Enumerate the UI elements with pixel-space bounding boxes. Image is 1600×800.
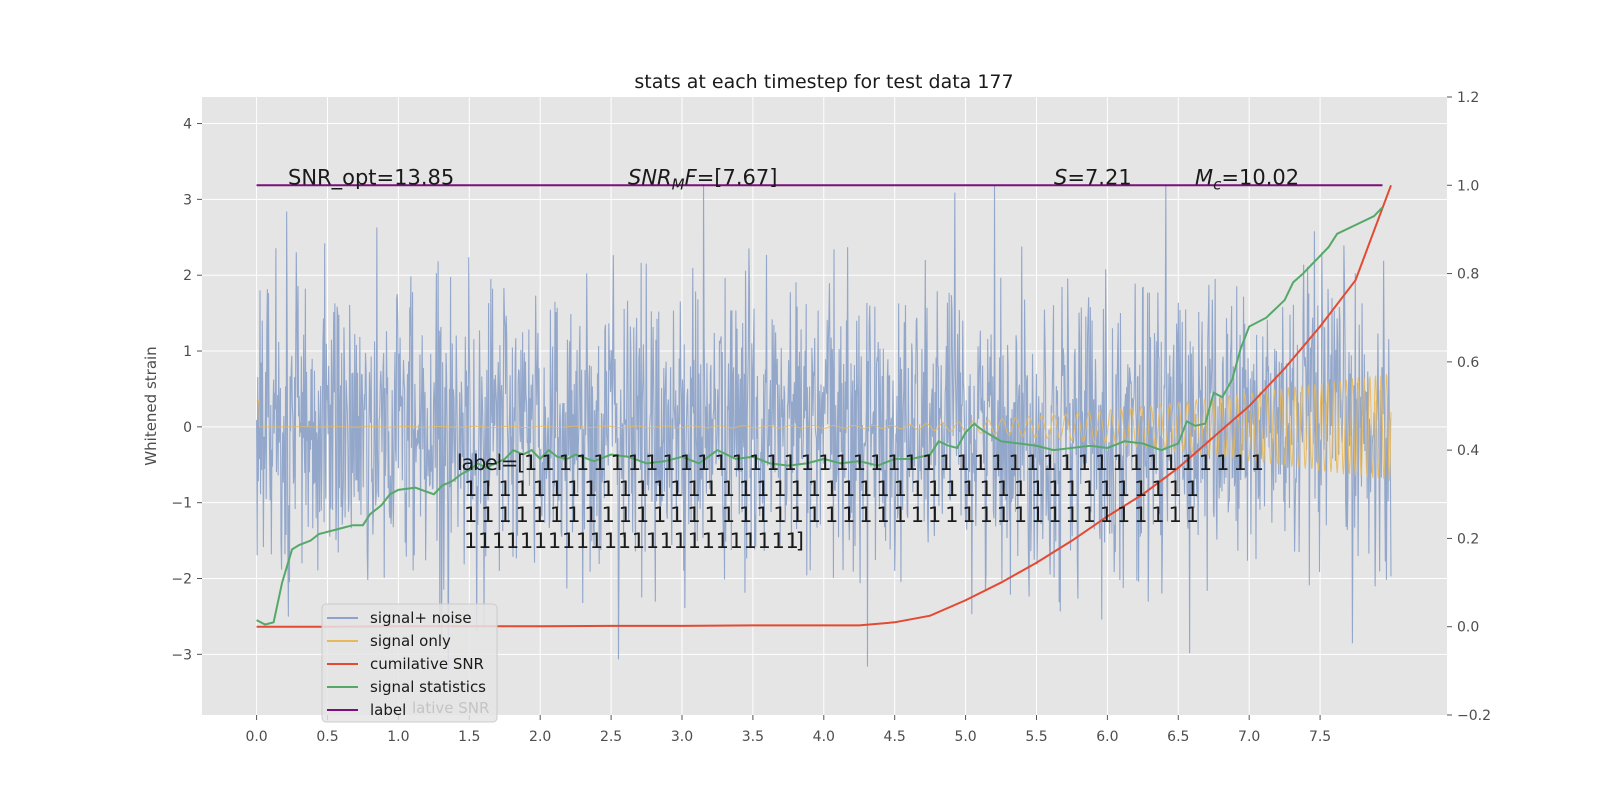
x-tick-label: 2.5 (600, 729, 622, 745)
annotation-label-line: 1 1 1 1 1 1 1 1 1 1 1 1 1 1 1 1 1 1 1 1 … (464, 529, 804, 553)
legend-label: signal+ noise (370, 609, 472, 627)
y2-tick-label: 0.2 (1457, 531, 1479, 547)
legend-label: cumilative SNR (370, 655, 484, 673)
annotation-label-line: 1 1 1 1 1 1 1 1 1 1 1 1 1 1 1 1 1 1 1 1 … (464, 503, 1199, 527)
legend: lative SNR signal+ noise signal only cumila… (321, 603, 498, 723)
y2-tick-label: 1.0 (1457, 178, 1479, 194)
y2-tick-label: 0.4 (1457, 443, 1479, 459)
y2-tick-label: 1.2 (1457, 90, 1479, 106)
legend-ghost-text: lative SNR (412, 699, 489, 717)
x-tick-label: 0.0 (245, 729, 267, 745)
legend-label: signal only (370, 632, 451, 650)
y-axis-label: Whitened strain (142, 346, 160, 465)
x-tick-label: 1.5 (458, 729, 480, 745)
y-tick-label: 4 (183, 117, 192, 133)
annotation-s: S=7.21 (1054, 165, 1132, 189)
annotation-snr-mf: SNRMF=[7.67] (628, 165, 777, 193)
series-line-signal-only (256, 374, 1392, 481)
y-tick-label: 3 (183, 192, 192, 208)
x-tick-label: 1.0 (387, 729, 409, 745)
x-tick-label: 6.0 (1096, 729, 1118, 745)
x-tick-label: 5.5 (1025, 729, 1047, 745)
x-tick-label: 3.0 (671, 729, 693, 745)
y-tick-label: 0 (183, 420, 192, 436)
annotations: SNR_opt=13.85 SNRMF=[7.67] S=7.21 Mc=10.02 l… (288, 165, 1299, 553)
x-tick-label: 7.0 (1238, 729, 1260, 745)
y-tick-label: −3 (171, 647, 192, 663)
y2-tick-label: 0.8 (1457, 267, 1479, 283)
chart-title: stats at each timestep for test data 177 (634, 71, 1013, 93)
x-tick-label: 5.0 (954, 729, 976, 745)
legend-box (321, 603, 498, 723)
x-tick-label: 2.0 (529, 729, 551, 745)
y2-tick-label: 0.0 (1457, 620, 1479, 636)
axes: 0.0 0.5 1.0 1.5 2.0 2.5 3.0 3.5 4.0 4.5 5.0 5.5 6.0 6… (171, 90, 1491, 745)
legend-label: label (370, 701, 406, 719)
series-line-cumulative-snr (256, 184, 1392, 628)
series-layer (256, 184, 1392, 670)
x-tick-label: 4.0 (813, 729, 835, 745)
legend-label: signal statistics (370, 678, 486, 696)
y-tick-label: 2 (183, 268, 192, 284)
x-tick-label: 4.5 (884, 729, 906, 745)
y2-tick-label: −0.2 (1457, 708, 1491, 724)
annotation-label-line: label=[1 1 1 1 1 1 1 1 1 1 1 1 1 1 1 1 1… (457, 451, 1264, 475)
y-tick-label: 1 (183, 344, 192, 360)
annotation-snr-opt: SNR_opt=13.85 (288, 165, 454, 190)
series-line-signal-statistics (256, 206, 1384, 626)
x-tick-label: 0.5 (316, 729, 338, 745)
series-line-signal-noise (256, 184, 1392, 670)
y2-tick-label: 0.6 (1457, 355, 1479, 371)
x-tick-label: 3.5 (742, 729, 764, 745)
y-tick-label: −2 (171, 572, 192, 588)
y-tick-label: −1 (171, 496, 192, 512)
annotation-label-line: 1 1 1 1 1 1 1 1 1 1 1 1 1 1 1 1 1 1 1 1 … (464, 477, 1199, 501)
x-tick-label: 7.5 (1309, 729, 1331, 745)
x-tick-label: 6.5 (1167, 729, 1189, 745)
annotation-mc: Mc=10.02 (1195, 165, 1299, 193)
